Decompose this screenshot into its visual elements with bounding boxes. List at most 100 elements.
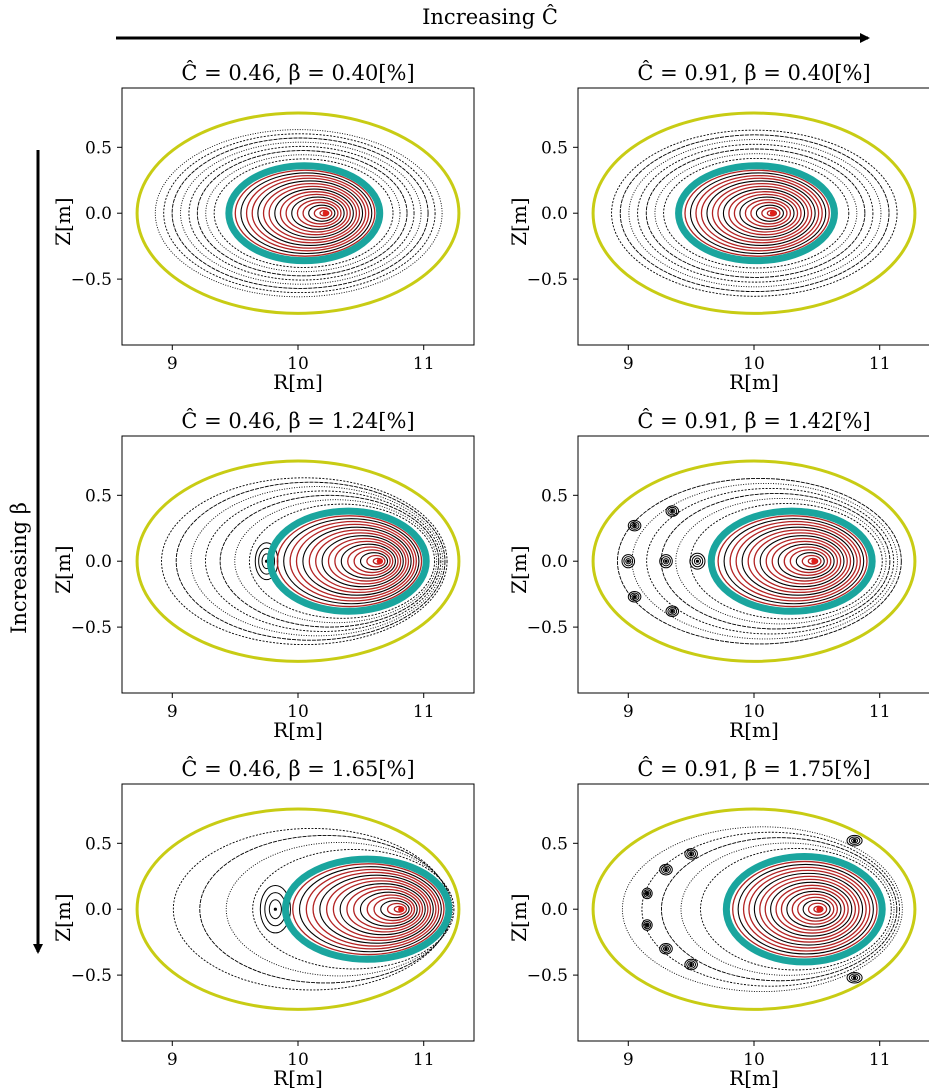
nested-flux-surface bbox=[761, 207, 781, 220]
magnetic-axis-point bbox=[811, 558, 818, 565]
magnetic-island bbox=[629, 521, 640, 530]
magnetic-island bbox=[689, 552, 706, 570]
y-tick-label: 0.5 bbox=[85, 486, 112, 506]
y-axis-label: Z[m] bbox=[507, 545, 531, 593]
nested-flux-surface bbox=[764, 878, 857, 940]
magnetic-island bbox=[662, 867, 670, 873]
nested-flux-surface bbox=[739, 196, 795, 230]
nested-flux-surface bbox=[279, 191, 351, 236]
nested-flux-surface bbox=[765, 537, 842, 585]
magnetic-axis-point bbox=[376, 558, 383, 565]
nested-flux-surface bbox=[706, 180, 816, 246]
island-o-point bbox=[689, 852, 693, 856]
magnetic-island bbox=[659, 554, 673, 569]
nested-flux-surface bbox=[770, 881, 853, 937]
island-o-point bbox=[645, 891, 649, 895]
nested-flux-surface bbox=[748, 869, 867, 949]
y-tick-label: 0.0 bbox=[541, 204, 568, 224]
island-o-point bbox=[689, 962, 693, 967]
outer-field-line bbox=[637, 143, 874, 283]
outer-field-line bbox=[621, 826, 903, 993]
outer-field-line bbox=[225, 842, 454, 977]
x-tick-label: 9 bbox=[167, 702, 178, 722]
nested-flux-surface bbox=[353, 549, 391, 574]
magnetic-island bbox=[846, 834, 863, 847]
x-axis-label: R[m] bbox=[729, 1066, 779, 1090]
magnetic-island bbox=[686, 849, 697, 859]
outer-field-line bbox=[205, 154, 401, 273]
nested-flux-surface bbox=[684, 169, 830, 257]
outer-field-line bbox=[628, 139, 882, 288]
increasing-beta-indicator: Increasing β bbox=[7, 150, 43, 954]
plot-area bbox=[591, 807, 917, 1011]
island-o-point bbox=[670, 609, 674, 613]
y-axis-label: Z[m] bbox=[51, 197, 75, 245]
panel-title: Ĉ = 0.91, β = 1.42[%] bbox=[637, 408, 870, 433]
x-tick-label: 10 bbox=[743, 702, 765, 722]
outer-field-line bbox=[219, 494, 440, 628]
outer-field-line bbox=[163, 133, 436, 294]
nested-flux-surface bbox=[276, 515, 423, 608]
nested-flux-surface bbox=[728, 191, 802, 236]
nested-flux-surface bbox=[753, 532, 848, 591]
y-tick-label: −0.5 bbox=[527, 270, 568, 290]
panel-title: Ĉ = 0.91, β = 1.75[%] bbox=[637, 756, 870, 781]
nested-flux-surface bbox=[366, 554, 386, 568]
y-tick-label: 0.5 bbox=[85, 834, 112, 854]
wall-boundary bbox=[591, 459, 917, 663]
magnetic-island bbox=[641, 919, 653, 931]
magnetic-axis-point bbox=[816, 906, 823, 913]
y-tick-label: 0.0 bbox=[541, 552, 568, 572]
separatrix-surface bbox=[707, 507, 876, 615]
x-tick-label: 9 bbox=[167, 1050, 178, 1070]
outer-field-line bbox=[631, 482, 898, 640]
y-tick-label: 0.5 bbox=[541, 486, 568, 506]
y-tick-label: −0.5 bbox=[71, 270, 112, 290]
wall-boundary bbox=[591, 807, 917, 1011]
nested-flux-surface bbox=[780, 887, 846, 931]
nested-flux-surface bbox=[295, 523, 415, 599]
plot-area bbox=[135, 807, 461, 1011]
x-tick-label: 9 bbox=[167, 354, 178, 374]
x-tick-label: 11 bbox=[869, 702, 891, 722]
outer-field-line bbox=[252, 849, 455, 970]
magnetic-island bbox=[627, 591, 642, 603]
increasing-c-label: Increasing Ĉ bbox=[422, 4, 558, 29]
poincare-panel-4: Ĉ = 0.91, β = 1.42[%] 9 10 11 0.5 0.0 −0.5 R[m]… bbox=[507, 408, 929, 742]
nested-flux-surface bbox=[262, 183, 361, 244]
nested-flux-surface bbox=[347, 546, 394, 577]
island-o-point bbox=[664, 947, 668, 951]
nested-flux-surface bbox=[283, 518, 420, 605]
outer-field-line bbox=[661, 837, 898, 982]
nested-flux-surface bbox=[285, 193, 348, 233]
axes-frame bbox=[121, 783, 475, 1042]
separatrix-surface bbox=[722, 852, 886, 966]
island-o-point bbox=[632, 595, 637, 599]
nested-flux-surface bbox=[245, 174, 370, 252]
magnetic-island bbox=[667, 506, 678, 516]
magnetic-island bbox=[684, 848, 698, 860]
y-tick-label: 0.0 bbox=[541, 900, 568, 920]
magnetic-island bbox=[644, 922, 650, 928]
nested-flux-surface bbox=[308, 529, 410, 594]
x-tick-label: 9 bbox=[623, 702, 634, 722]
island-o-point bbox=[273, 907, 277, 911]
wall-boundary bbox=[135, 459, 461, 663]
magnetic-island bbox=[629, 592, 640, 601]
island-o-point bbox=[626, 559, 630, 563]
magnetic-island bbox=[665, 605, 680, 618]
magnetic-island bbox=[851, 838, 859, 844]
y-axis-label: Z[m] bbox=[507, 197, 531, 245]
nested-flux-surface bbox=[802, 899, 831, 919]
nested-flux-surface bbox=[750, 201, 788, 225]
y-axis-label: Z[m] bbox=[507, 893, 531, 941]
nested-flux-surface bbox=[327, 537, 402, 585]
magnetic-island bbox=[661, 865, 671, 874]
nested-flux-surface bbox=[775, 884, 849, 934]
outer-field-line bbox=[248, 503, 436, 619]
x-tick-label: 10 bbox=[743, 354, 765, 374]
nested-flux-surface bbox=[700, 177, 820, 249]
nested-flux-surface bbox=[359, 552, 389, 571]
magnetic-island bbox=[669, 608, 676, 614]
x-tick-label: 11 bbox=[413, 702, 435, 722]
